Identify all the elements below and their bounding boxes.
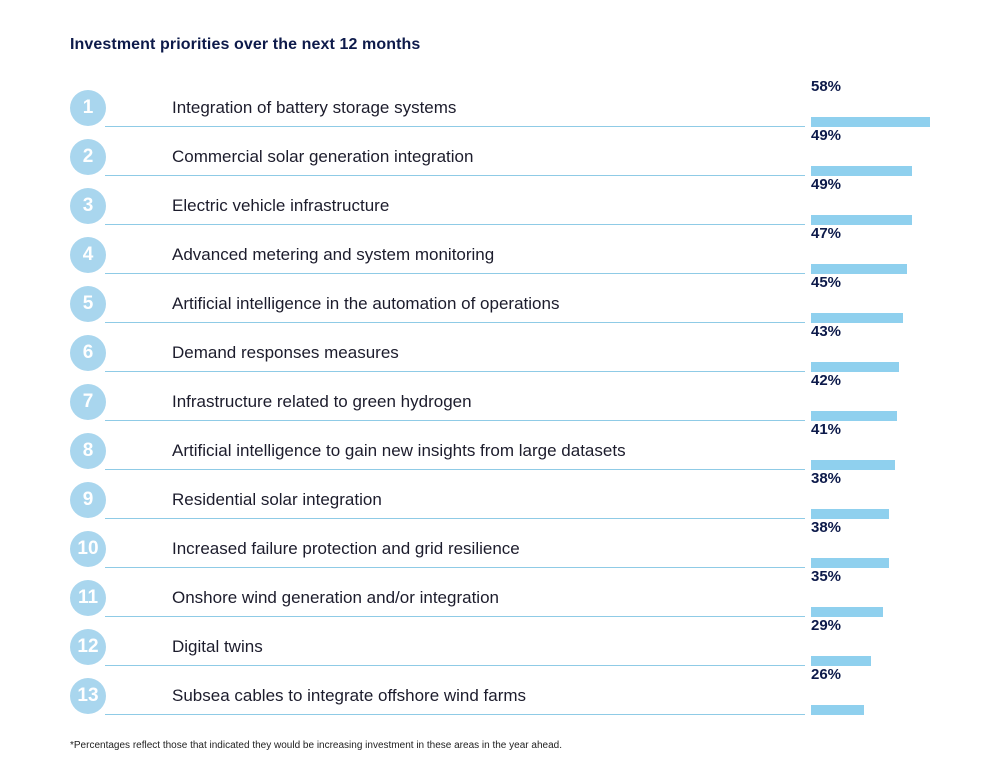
rank-badge: 10 — [70, 531, 106, 567]
category-label: Residential solar integration — [172, 490, 382, 509]
category-label: Integration of battery storage systems — [172, 98, 457, 117]
value-bar — [811, 607, 883, 617]
chart-title: Investment priorities over the next 12 m… — [70, 36, 421, 53]
value-bar — [811, 313, 903, 323]
value-label: 47% — [811, 225, 842, 242]
rank-badge: 11 — [70, 580, 106, 616]
value-label: 42% — [811, 372, 842, 389]
chart-row: 6 Demand responses measures 43% — [0, 323, 1000, 384]
value-bar — [811, 460, 895, 470]
row-divider — [105, 469, 805, 470]
rank-badge: 9 — [70, 482, 106, 518]
chart-row: 8 Artificial intelligence to gain new ins… — [0, 421, 1000, 482]
category-label: Artificial intelligence in the automatio… — [172, 294, 560, 313]
value-label: 49% — [811, 176, 842, 193]
rank-badge: 12 — [70, 629, 106, 665]
row-divider — [105, 616, 805, 617]
value-bar — [811, 558, 889, 568]
rank-badge: 1 — [70, 90, 106, 126]
row-divider — [105, 175, 805, 176]
value-bar — [811, 705, 864, 715]
value-bar — [811, 117, 930, 127]
row-divider — [105, 371, 805, 372]
chart-row: 11 Onshore wind generation and/or integra… — [0, 568, 1000, 629]
chart-row: 12 Digital twins 29% — [0, 617, 1000, 678]
value-label: 29% — [811, 617, 842, 634]
chart-row: 10 Increased failure protection and grid … — [0, 519, 1000, 580]
value-label: 49% — [811, 127, 842, 144]
category-label: Digital twins — [172, 637, 263, 656]
rank-badge: 6 — [70, 335, 106, 371]
value-label: 43% — [811, 323, 842, 340]
category-label: Electric vehicle infrastructure — [172, 196, 390, 215]
row-divider — [105, 518, 805, 519]
category-label: Subsea cables to integrate offshore wind… — [172, 686, 527, 705]
value-label: 58% — [811, 78, 842, 95]
footnote: *Percentages reflect those that indicate… — [70, 740, 562, 751]
category-label: Onshore wind generation and/or integrati… — [172, 588, 499, 607]
chart-row: 3 Electric vehicle infrastructure 49% — [0, 176, 1000, 237]
chart-row: 5 Artificial intelligence in the automati… — [0, 274, 1000, 335]
value-bar — [811, 509, 889, 519]
value-bar — [811, 362, 899, 372]
chart-row: 1 Integration of battery storage systems 5… — [0, 78, 1000, 139]
row-divider — [105, 273, 805, 274]
value-bar — [811, 166, 912, 176]
chart-row: 13 Subsea cables to integrate offshore wi… — [0, 666, 1000, 727]
value-label: 38% — [811, 470, 842, 487]
chart-row: 9 Residential solar integration 38% — [0, 470, 1000, 531]
category-label: Infrastructure related to green hydrogen — [172, 392, 472, 411]
value-bar — [811, 656, 871, 666]
row-divider — [105, 420, 805, 421]
rank-badge: 7 — [70, 384, 106, 420]
value-bar — [811, 411, 897, 421]
category-label: Artificial intelligence to gain new insi… — [172, 441, 626, 460]
row-divider — [105, 567, 805, 568]
category-label: Increased failure protection and grid re… — [172, 539, 520, 558]
value-label: 41% — [811, 421, 842, 438]
row-divider — [105, 714, 805, 715]
value-label: 26% — [811, 666, 842, 683]
row-divider — [105, 665, 805, 666]
value-label: 45% — [811, 274, 842, 291]
chart-row: 7 Infrastructure related to green hydroge… — [0, 372, 1000, 433]
rank-badge: 3 — [70, 188, 106, 224]
rank-badge: 13 — [70, 678, 106, 714]
row-divider — [105, 126, 805, 127]
category-label: Advanced metering and system monitoring — [172, 245, 495, 264]
value-bar — [811, 264, 907, 274]
value-bar — [811, 215, 912, 225]
row-divider — [105, 322, 805, 323]
rank-badge: 8 — [70, 433, 106, 469]
category-label: Demand responses measures — [172, 343, 399, 362]
rank-badge: 5 — [70, 286, 106, 322]
chart-row: 2 Commercial solar generation integration… — [0, 127, 1000, 188]
value-label: 35% — [811, 568, 842, 585]
value-label: 38% — [811, 519, 842, 536]
rank-badge: 2 — [70, 139, 106, 175]
row-divider — [105, 224, 805, 225]
chart-row: 4 Advanced metering and system monitoring… — [0, 225, 1000, 286]
category-label: Commercial solar generation integration — [172, 147, 474, 166]
rank-badge: 4 — [70, 237, 106, 273]
